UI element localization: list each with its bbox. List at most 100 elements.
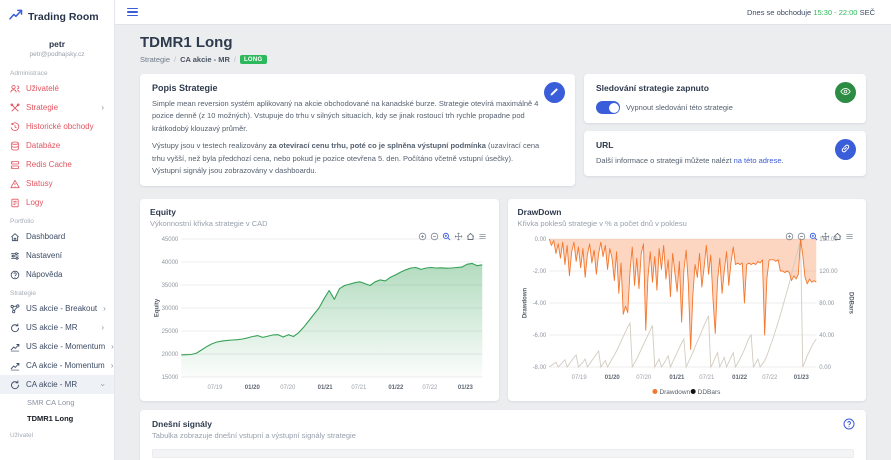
edit-description-button[interactable] xyxy=(544,82,565,103)
sidebar-item-label: Historické obchody xyxy=(26,122,94,131)
sidebar-toggle-button[interactable] xyxy=(124,5,141,20)
sidebar-item-label: Logy xyxy=(26,198,44,207)
equity-title: Equity xyxy=(150,207,176,218)
strategy-description-card: Popis Strategie Simple mean reversion sy… xyxy=(140,74,575,187)
pan-icon[interactable] xyxy=(454,232,463,241)
sidebar-item-us-akcie-breakout[interactable]: US akcie - Breakout › xyxy=(0,299,114,318)
sidebar-item-label: CA akcie - MR xyxy=(26,380,78,389)
svg-text:-6.00: -6.00 xyxy=(532,333,546,339)
box-zoom-icon[interactable] xyxy=(809,232,818,241)
svg-text:45000: 45000 xyxy=(162,237,179,243)
sidebar-item-nastaveni[interactable]: Nastavení xyxy=(0,246,114,265)
equity-card: Equity Výkonnostní křivka strategie v CA… xyxy=(140,199,499,402)
pan-icon[interactable] xyxy=(821,232,830,241)
zoom-out-icon[interactable] xyxy=(430,232,439,241)
todays-signals-card: Dnešní signály Tabulka zobrazuje dnešní … xyxy=(140,410,866,460)
sliders-icon xyxy=(10,251,20,261)
svg-text:25000: 25000 xyxy=(162,329,179,335)
box-zoom-icon[interactable] xyxy=(442,232,451,241)
sidebar-item-uzivatele[interactable]: Uživatelé xyxy=(0,79,114,98)
history-icon xyxy=(10,121,20,132)
legend-dot-ddbars xyxy=(690,389,696,395)
sidebar-subitem-tdmr1-long[interactable]: TDMR1 Long xyxy=(27,413,74,423)
svg-text:07/19: 07/19 xyxy=(207,385,223,391)
sidebar-item-label: Redis Cache xyxy=(26,160,72,169)
monitoring-toggle[interactable]: Vypnout sledování této strategie xyxy=(596,101,854,114)
equity-area xyxy=(181,263,483,378)
svg-text:01/22: 01/22 xyxy=(388,385,404,391)
breadcrumb-item-ca-akcie-mr[interactable]: CA akcie - MR xyxy=(180,55,230,64)
chevron-right-icon: › xyxy=(110,360,114,370)
signals-title: Dnešní signály xyxy=(152,419,212,430)
reset-view-icon[interactable] xyxy=(466,232,475,241)
chart-icon xyxy=(10,342,20,352)
svg-text:30000: 30000 xyxy=(162,306,179,312)
sidebar-item-statusy[interactable]: Statusy xyxy=(0,174,114,193)
drawdown-title: DrawDown xyxy=(517,207,562,218)
legend-label-ddbars: DDBars xyxy=(697,389,721,396)
sidebar-item-label: Nastavení xyxy=(26,251,63,260)
breadcrumb: Strategie / CA akcie - MR / LONG xyxy=(140,55,866,64)
question-icon xyxy=(843,418,855,431)
svg-text:0.00: 0.00 xyxy=(819,365,831,371)
sidebar-subitem-smr-ca-long[interactable]: SMR CA Long xyxy=(27,397,75,407)
drawdown-chart-svg[interactable]: 0.00 -2.00 -4.00 -6.00 -8.00 160.00 120.00 80.0… xyxy=(518,229,857,399)
url-link-button[interactable] xyxy=(835,139,856,160)
zoom-in-icon[interactable] xyxy=(418,232,427,241)
database-icon xyxy=(10,141,20,151)
sidebar-item-databaze[interactable]: Databáze xyxy=(0,136,114,155)
breadcrumb-item-strategie[interactable]: Strategie xyxy=(140,55,171,64)
signals-subtitle: Tabulka zobrazuje dnešní vstupní a výstu… xyxy=(152,431,356,441)
svg-text:01/20: 01/20 xyxy=(245,385,261,391)
svg-text:01/21: 01/21 xyxy=(318,385,334,391)
strategy-url-link[interactable]: na této adrese xyxy=(733,156,782,165)
monitoring-eye-button[interactable] xyxy=(835,82,856,103)
svg-text:07/22: 07/22 xyxy=(422,385,438,391)
legend-label-drawdown: Drawdown xyxy=(659,389,690,396)
svg-text:01/23: 01/23 xyxy=(793,375,809,381)
sidebar-item-ca-akcie-mr[interactable]: CA akcie - MR › xyxy=(0,375,114,394)
sidebar-item-label: US akcie - Momentum xyxy=(26,342,106,351)
strategy-description-title: Popis Strategie xyxy=(152,83,218,93)
strategy-description-p2: Výstupy jsou v testech realizovány za ot… xyxy=(152,141,540,175)
svg-text:15000: 15000 xyxy=(162,375,179,381)
menu-icon[interactable] xyxy=(845,232,854,241)
sidebar-item-label: Statusy xyxy=(26,179,53,188)
trading-hours-value: 15:30 - 22:00 xyxy=(813,7,858,17)
sidebar-item-napoveda[interactable]: Nápověda xyxy=(0,265,114,284)
svg-text:-2.00: -2.00 xyxy=(532,269,546,275)
strategy-description-p1: Simple mean reversion systém aplikovaný … xyxy=(152,99,539,133)
toggle-label: Vypnout sledování této strategie xyxy=(626,103,733,112)
svg-text:Equity: Equity xyxy=(154,298,160,317)
svg-text:80.00: 80.00 xyxy=(819,301,835,307)
signals-help-button[interactable] xyxy=(843,418,856,431)
chevron-right-icon: › xyxy=(101,102,104,112)
chevron-right-icon: › xyxy=(101,322,104,332)
sidebar-item-strategie[interactable]: Strategie › xyxy=(0,98,114,117)
main-area: Dnes se obchoduje 15:30 - 22:00 SEČ TDMR… xyxy=(115,0,891,460)
sidebar-item-dashboard[interactable]: Dashboard xyxy=(0,227,114,246)
svg-text:01/23: 01/23 xyxy=(458,385,474,391)
sidebar-item-us-akcie-momentum[interactable]: US akcie - Momentum › xyxy=(0,337,114,356)
cache-icon xyxy=(10,160,20,170)
zoom-out-icon[interactable] xyxy=(797,232,806,241)
eye-icon xyxy=(840,85,851,100)
breakout-icon xyxy=(10,303,20,314)
sidebar-item-us-akcie-mr[interactable]: US akcie - MR › xyxy=(0,318,114,337)
refresh-icon xyxy=(10,323,20,333)
svg-text:07/21: 07/21 xyxy=(699,375,715,381)
sidebar-item-logy[interactable]: Logy xyxy=(0,193,114,212)
svg-text:160.00: 160.00 xyxy=(819,237,838,243)
sidebar-item-ca-akcie-momentum[interactable]: CA akcie - Momentum › xyxy=(0,356,114,375)
reset-view-icon[interactable] xyxy=(833,232,842,241)
zoom-in-icon[interactable] xyxy=(785,232,794,241)
menu-icon[interactable] xyxy=(478,232,487,241)
equity-chart-svg[interactable]: 15000 20000 25000 30000 35000 40000 45000 07/19… xyxy=(150,229,489,399)
toggle-switch[interactable] xyxy=(596,101,620,114)
sidebar-item-redis-cache[interactable]: Redis Cache xyxy=(0,155,114,174)
equity-line xyxy=(181,263,483,356)
sidebar-item-historicke-obchody[interactable]: Historické obchody xyxy=(0,117,114,136)
url-card: URL Další informace o strategii můžete n… xyxy=(584,131,866,177)
brand[interactable]: Trading Room xyxy=(0,0,114,30)
svg-text:40000: 40000 xyxy=(162,260,179,266)
